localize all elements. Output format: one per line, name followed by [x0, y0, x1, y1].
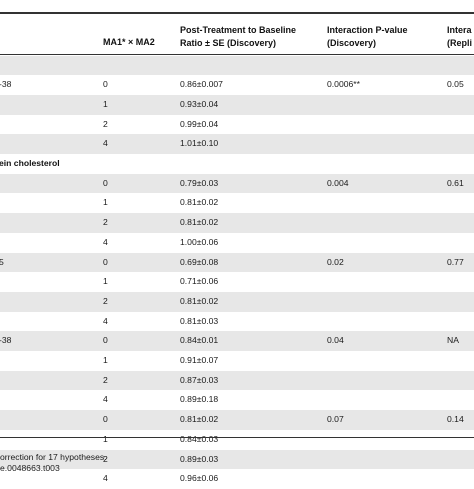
ma-value: 4 [103, 394, 108, 405]
ratio-value: 0.91±0.07 [180, 355, 219, 365]
ma-value: 0 [103, 256, 108, 267]
table-row: 4 0.96±0.06 [0, 469, 474, 489]
ma-value: 2 [103, 374, 108, 385]
row-label: -38 [0, 335, 12, 346]
pvalue-replication: 0.05 [447, 79, 464, 90]
ma-value: 4 [103, 138, 108, 149]
header-pvalue-replication-line2: (Repli [447, 37, 473, 48]
ma-value: 2 [103, 217, 108, 228]
table-row: 2 0.89±0.03 [0, 449, 474, 470]
table-row: 1 0.84±0.03 [0, 430, 474, 450]
table-row: 4 1.00±0.06 [0, 233, 474, 253]
ratio-value: 0.81±0.03 [180, 315, 219, 326]
ratio-value: 0.84±0.03 [180, 433, 219, 444]
header-ratio-line2: Ratio ± SE (Discovery) [180, 37, 276, 48]
ratio-value: 0.81±0.02 [180, 197, 219, 208]
ma-value: 2 [103, 453, 108, 464]
ma-value: 2 [103, 295, 108, 306]
table-top-rule [0, 12, 474, 14]
table-row: 5 0 0.69±0.08 0.02 0.77 [0, 252, 474, 273]
table-row: 0 0.79±0.03 0.004 0.61 [0, 173, 474, 194]
ratio-value: 0.87±0.03 [180, 374, 219, 385]
ma-value: 4 [103, 315, 108, 326]
header-ratio-line1: Post-Treatment to Baseline [180, 25, 297, 35]
table-row [0, 55, 474, 76]
table-row: 4 0.89±0.18 [0, 390, 474, 410]
table-group-row: ein cholesterol [0, 154, 474, 174]
pvalue-discovery: 0.04 [327, 335, 344, 346]
ratio-value: 0.81±0.02 [180, 217, 219, 228]
ratio-value: 0.99±0.04 [180, 118, 219, 129]
ratio-value: 0.69±0.08 [180, 256, 219, 267]
ma-value: 1 [103, 276, 108, 287]
table-row: 2 0.81±0.02 [0, 291, 474, 312]
ratio-value: 0.93±0.04 [180, 98, 219, 109]
table-row: 1 0.71±0.06 [0, 272, 474, 292]
footnote-doi: e.0048663.t003 [0, 463, 60, 473]
footnote-correction: orrection for 17 hypotheses. [0, 452, 107, 462]
ma-value: 0 [103, 414, 108, 425]
table-row: 1 0.81±0.02 [0, 193, 474, 213]
pvalue-replication: NA [447, 335, 459, 346]
header-pvalue-replication-line1: Intera [447, 25, 472, 35]
ratio-value: 0.81±0.02 [180, 414, 219, 425]
ma-value: 0 [103, 177, 108, 188]
table-row: 1 0.91±0.07 [0, 351, 474, 371]
table-row: 4 1.01±0.10 [0, 134, 474, 154]
row-label: ein cholesterol [0, 158, 60, 168]
pvalue-discovery: 0.07 [327, 414, 344, 425]
table-row: 2 0.87±0.03 [0, 370, 474, 391]
ma-value: 4 [103, 473, 108, 484]
table-row: -38 0 0.84±0.01 0.04 NA [0, 331, 474, 351]
pvalue-discovery: 0.02 [327, 256, 344, 267]
ma-value: 1 [103, 197, 108, 208]
table-row: 2 0.99±0.04 [0, 115, 474, 135]
ratio-value: 0.86±0.007 [180, 79, 223, 90]
pvalue-discovery: 0.004 [327, 177, 349, 188]
ma-value: 2 [103, 118, 108, 129]
table-row: 4 0.81±0.03 [0, 312, 474, 332]
ratio-value: 1.00±0.06 [180, 236, 219, 247]
ratio-value: 0.84±0.01 [180, 335, 219, 346]
table-row: 1 0.93±0.04 [0, 94, 474, 115]
header-ma: MA1* × MA2 [103, 37, 155, 47]
header-pvalue-discovery-line2: (Discovery) [327, 37, 377, 48]
pvalue-replication: 0.77 [447, 256, 464, 267]
table-row: 2 0.81±0.02 [0, 213, 474, 233]
row-label: 5 [0, 256, 4, 267]
ratio-value: 0.89±0.03 [180, 453, 219, 464]
pvalue-replication: 0.14 [447, 414, 464, 425]
table-bottom-rule [0, 437, 474, 438]
ratio-value: 0.89±0.18 [180, 394, 219, 405]
pvalue-discovery: 0.0006** [327, 79, 360, 90]
ratio-value: 0.79±0.03 [180, 177, 219, 188]
row-label: -38 [0, 79, 12, 90]
ma-value: 1 [103, 98, 108, 109]
ratio-value: 0.81±0.02 [180, 295, 219, 306]
ratio-value: 0.96±0.06 [180, 473, 219, 484]
ma-value: 1 [103, 433, 108, 444]
ma-value: 0 [103, 335, 108, 346]
pvalue-replication: 0.61 [447, 177, 464, 188]
ratio-value: 0.71±0.06 [180, 276, 219, 287]
header-pvalue-discovery-line1: Interaction P-value [327, 25, 408, 35]
ratio-value: 1.01±0.10 [180, 138, 219, 149]
ma-value: 4 [103, 236, 108, 247]
table-row: -38 0 0.86±0.007 0.0006** 0.05 [0, 75, 474, 95]
table-row: 0 0.81±0.02 0.07 0.14 [0, 410, 474, 430]
ma-value: 1 [103, 355, 108, 365]
ma-value: 0 [103, 79, 108, 90]
header-bottom-rule [0, 54, 474, 55]
